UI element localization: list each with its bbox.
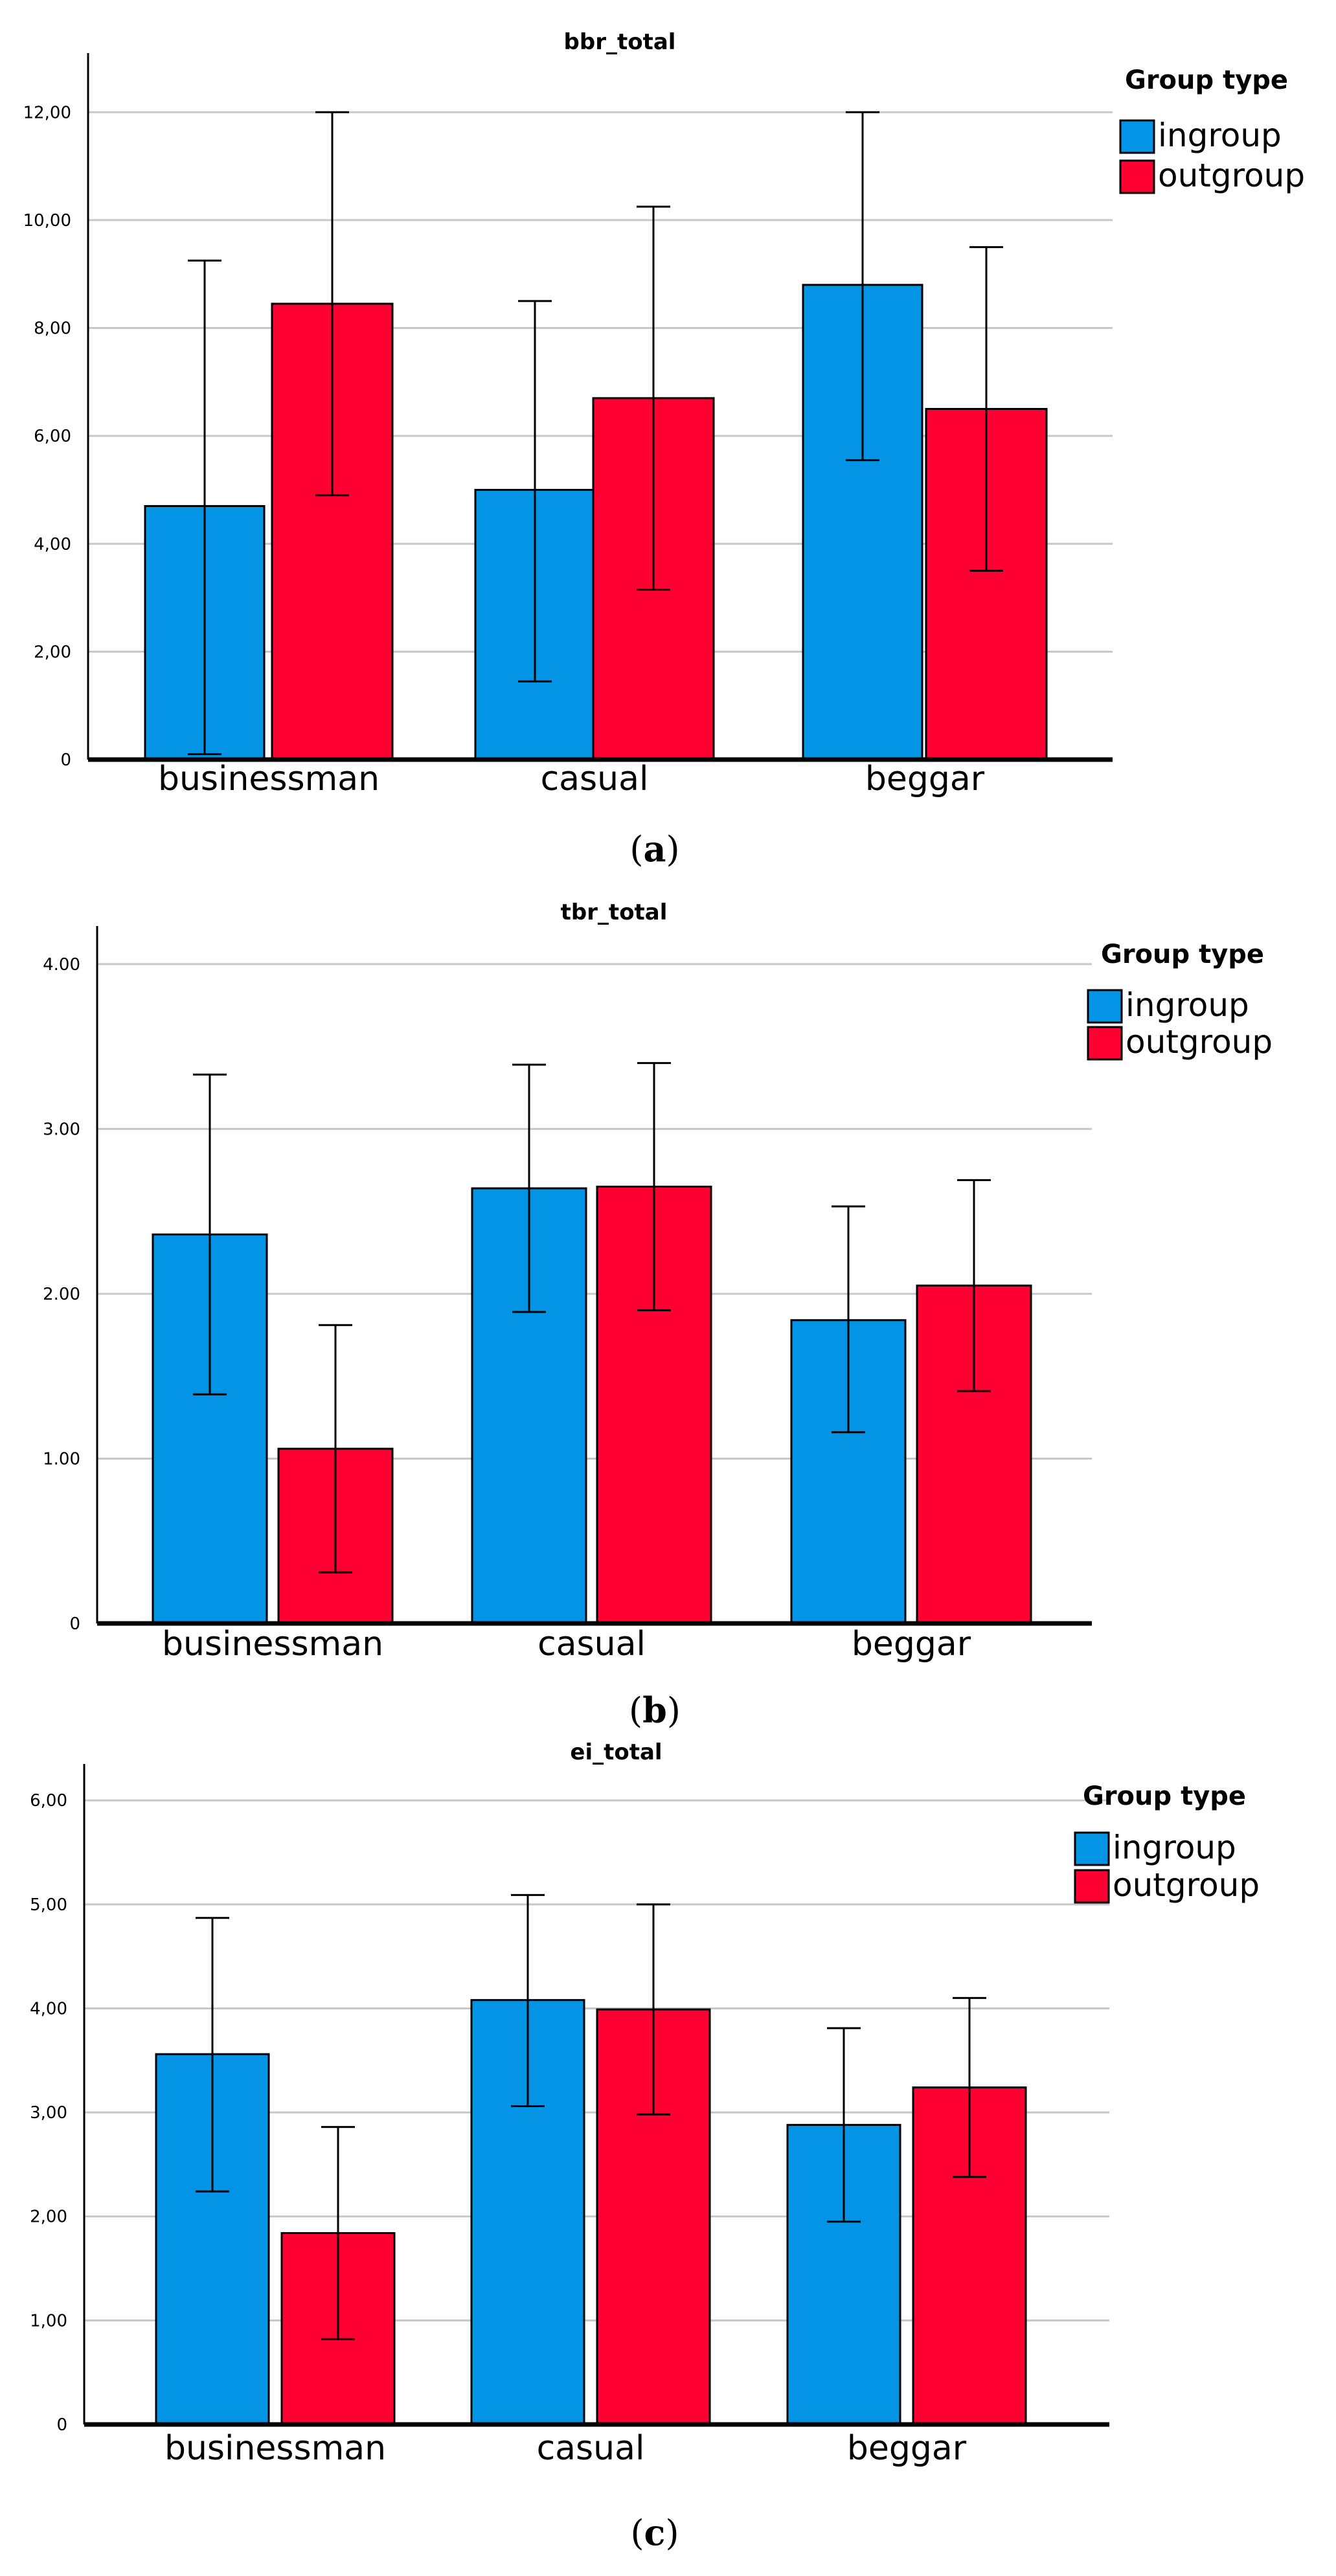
y-tick-label: 6,00 xyxy=(34,427,71,446)
caption-part: ) xyxy=(665,2513,679,2553)
y-tick-label: 0 xyxy=(69,1614,80,1634)
x-tick-label-businessman: businessman xyxy=(158,760,379,798)
chart-panel-c: 0 1,00 2,00 3,00 4,00 5,00 6,00 businessman casu… xyxy=(30,1739,1260,2553)
legend-label-outgroup: outgroup xyxy=(1158,157,1305,194)
y-tick-label: 3,00 xyxy=(30,2103,67,2123)
x-tick-label-casual: casual xyxy=(537,2429,645,2468)
chart-panel-a: 0 2,00 4,00 6,00 8,00 10,00 12,00 businessman ca… xyxy=(23,29,1306,870)
caption: (b) xyxy=(629,1689,681,1731)
chart-title: bbr_total xyxy=(564,29,676,55)
legend-swatch-ingroup xyxy=(1087,989,1123,1024)
legend-title: Group type xyxy=(1125,65,1288,95)
chart-title: ei_total xyxy=(570,1739,662,1765)
y-tick-label: 0 xyxy=(56,2415,67,2435)
y-tick-label: 10,00 xyxy=(23,211,71,231)
y-tick-label: 4,00 xyxy=(34,535,71,554)
x-tick-label-beggar: beggar xyxy=(865,760,985,798)
caption-part: c xyxy=(644,2512,666,2553)
legend-swatch-outgroup xyxy=(1119,159,1155,194)
x-tick-label-businessman: businessman xyxy=(162,1625,383,1664)
legend-title: Group type xyxy=(1083,1781,1246,1811)
legend-label-ingroup: ingroup xyxy=(1126,986,1249,1024)
x-tick-label-casual: casual xyxy=(541,760,649,798)
caption-part: ) xyxy=(667,1690,681,1731)
legend-label-ingroup: ingroup xyxy=(1158,117,1282,154)
y-tick-label: 2,00 xyxy=(34,642,71,662)
legend-swatch-ingroup xyxy=(1119,119,1155,154)
caption-part: ( xyxy=(629,829,643,870)
caption-part: a xyxy=(644,828,666,870)
y-tick-label: 8,00 xyxy=(34,319,71,339)
legend-swatch-outgroup xyxy=(1087,1026,1123,1061)
y-tick-label: 2.00 xyxy=(43,1285,80,1304)
legend-label-outgroup: outgroup xyxy=(1113,1866,1260,1904)
caption-part: ) xyxy=(666,829,680,870)
caption-part: ( xyxy=(629,1690,642,1731)
y-tick-label: 1.00 xyxy=(43,1449,80,1469)
legend-swatch-ingroup xyxy=(1074,1831,1110,1866)
y-tick-label: 4.00 xyxy=(43,955,80,975)
chart-panel-b: 0 1.00 2.00 3.00 4.00 businessman casual beggar… xyxy=(43,899,1273,1731)
legend-label-ingroup: ingroup xyxy=(1113,1829,1236,1866)
y-tick-label: 0 xyxy=(60,751,71,770)
y-tick-label: 4,00 xyxy=(30,1999,67,2018)
x-tick-label-beggar: beggar xyxy=(847,2429,967,2468)
y-tick-label: 1,00 xyxy=(30,2311,67,2331)
x-tick-label-businessman: businessman xyxy=(164,2429,386,2468)
legend-label-outgroup: outgroup xyxy=(1126,1023,1273,1061)
legend-swatch-outgroup xyxy=(1074,1869,1110,1904)
y-tick-label: 3.00 xyxy=(43,1120,80,1139)
caption-part: ( xyxy=(630,2513,644,2553)
y-tick-label: 12,00 xyxy=(23,103,71,122)
caption: (c) xyxy=(630,2512,679,2553)
caption: (a) xyxy=(629,828,679,870)
legend-title: Group type xyxy=(1101,940,1264,969)
y-tick-label: 5,00 xyxy=(30,1895,67,1915)
y-tick-label: 6,00 xyxy=(30,1791,67,1811)
chart-title: tbr_total xyxy=(561,899,668,925)
y-tick-label: 2,00 xyxy=(30,2208,67,2227)
x-tick-label-casual: casual xyxy=(538,1625,646,1664)
x-tick-label-beggar: beggar xyxy=(852,1625,971,1664)
caption-part: b xyxy=(642,1689,667,1731)
